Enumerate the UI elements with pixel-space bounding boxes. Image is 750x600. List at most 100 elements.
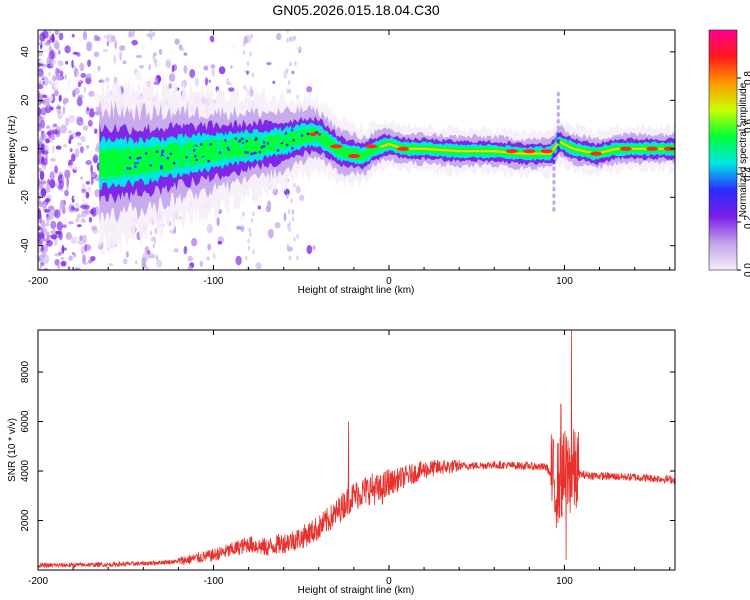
spectrogram-noise-blob	[225, 77, 230, 85]
spectrogram-noise-blob	[83, 86, 87, 93]
spectrogram-streak-blob	[246, 60, 250, 66]
spectrogram-noise-blob	[86, 41, 93, 52]
spectrogram-noise-blob	[40, 116, 45, 121]
spectrogram-speckle	[209, 142, 212, 146]
spectrogram-y-tick-label: -40	[20, 238, 31, 253]
spectrogram-noise-blob	[87, 119, 93, 127]
spectrogram-noise-blob	[76, 135, 81, 139]
spectrogram-noise-blob	[44, 198, 51, 202]
spectrogram-noise-blob	[92, 154, 99, 164]
spectrogram-hotspot	[523, 149, 536, 154]
spectrogram-x-label: Height of straight line (km)	[298, 285, 415, 296]
spectrogram-speckle	[244, 150, 247, 154]
spectrogram-speckle	[238, 139, 241, 143]
spectrogram-speckle	[228, 143, 232, 146]
spectrogram-noise-blob	[38, 254, 44, 263]
spectrogram-speckle	[180, 148, 183, 152]
spectrogram-noise-blob	[58, 94, 62, 102]
spectrogram-noise-blob	[168, 73, 176, 82]
spectrogram-noise-blob	[68, 138, 72, 145]
spectrogram-vertical-feature	[552, 173, 556, 178]
spectrogram-noise-blob	[53, 40, 60, 49]
spectrogram-noise-blob	[189, 68, 196, 79]
spectrogram-streak-blob	[243, 84, 246, 90]
spectrogram-noise-blob	[75, 69, 80, 79]
spectrogram-streak-blob	[286, 37, 289, 43]
spectrogram-speckle	[254, 151, 257, 155]
spectrogram-noise-blob	[56, 104, 62, 115]
spectrogram-noise-blob	[51, 124, 56, 128]
spectrogram-noise-blob	[249, 88, 254, 97]
spectrogram-vertical-feature	[556, 105, 560, 110]
spectrogram-hotspot	[505, 149, 518, 154]
spectrogram-band	[99, 127, 675, 181]
spectrogram-streak-blob	[286, 88, 290, 94]
spectrogram-speckle	[262, 144, 266, 148]
spectrogram-noise-blob	[94, 189, 100, 198]
spectrogram-noise-blob	[231, 44, 237, 49]
spectrogram-noise-blob	[212, 252, 216, 260]
spectrogram-noise-blob	[58, 251, 62, 256]
spectrogram-noise-blob	[173, 248, 179, 253]
spectrogram-speckle	[284, 135, 288, 138]
spectrogram-streak-blob	[293, 236, 296, 242]
spectrogram-noise-blob	[45, 125, 51, 130]
spectrogram-noise-blob	[45, 183, 51, 194]
spectrogram-noise-blob	[38, 84, 44, 90]
spectrogram-noise-blob	[174, 38, 180, 45]
spectrogram-noise-blob	[68, 114, 75, 124]
spectrogram-noise-blob	[206, 223, 213, 234]
snr-y-tick-label: 8000	[20, 361, 31, 384]
spectrogram-noise-blob	[40, 190, 47, 195]
spectrogram-streak-blob	[288, 255, 292, 261]
spectrogram-noise-blob	[94, 93, 101, 101]
colorbar-tick-label: 0.6	[743, 119, 750, 133]
spectrogram-noise-blob	[87, 59, 92, 68]
spectrogram-hotspot	[590, 151, 603, 156]
spectrogram-noise-blob	[53, 80, 60, 90]
colorbar-tick-label: 0.8	[743, 71, 750, 85]
spectrogram-noise-blob	[203, 65, 209, 71]
spectrogram-y-label: Frequency (Hz)	[7, 116, 18, 185]
spectrogram-speckle	[292, 138, 295, 142]
spectrogram-noise-blob	[306, 244, 313, 255]
spectrogram-noise-blob	[183, 65, 188, 74]
spectrogram-noise-blob	[240, 225, 245, 232]
snr-x-tick-label: -200	[28, 576, 48, 587]
spectrogram-noise-blob	[50, 220, 57, 230]
spectrogram-vertical-feature	[556, 125, 560, 131]
spectrogram-noise-blob	[82, 234, 87, 244]
spectrogram-noise-blob	[85, 191, 90, 199]
spectrogram-noise-blob	[43, 41, 51, 46]
spectrogram-noise-blob	[68, 204, 75, 213]
spectrogram-speckle	[219, 142, 223, 146]
spectrogram-speckle	[300, 143, 304, 146]
spectrogram-vertical-feature	[556, 111, 560, 117]
spectrogram-speckle	[135, 160, 138, 163]
spectrogram-noise-blob	[85, 73, 92, 79]
spectrogram-vertical-feature	[556, 132, 560, 138]
spectrogram-streak-blob	[250, 33, 254, 39]
spectrogram-vertical-feature	[552, 193, 556, 199]
spectrogram-noise-blob	[38, 267, 42, 270]
spectrogram-speckle	[136, 157, 140, 160]
spectrogram-streak-blob	[292, 36, 295, 42]
spectrogram-speckle	[291, 146, 294, 150]
spectrogram-noise-blob	[299, 194, 305, 202]
spectrogram-noise-blob	[41, 245, 44, 251]
spectrogram-speckle	[128, 156, 132, 159]
spectrogram-speckle	[221, 149, 225, 152]
spectrogram-speckle	[201, 156, 205, 160]
spectrogram-noise-blob	[218, 66, 226, 75]
spectrogram-noise-blob	[59, 180, 65, 189]
spectrogram-noise-blob	[131, 39, 138, 46]
spectrogram-streak-blob	[293, 35, 297, 41]
spectrogram-noise-blob	[65, 60, 69, 65]
spectrogram-noise-blob	[80, 218, 87, 224]
spectrogram-noise-blob	[74, 148, 80, 158]
spectrogram-noise-blob	[102, 48, 108, 53]
spectrogram-noise-blob	[169, 229, 176, 234]
spectrogram-noise-blob	[122, 258, 128, 265]
spectrogram-noise-blob	[167, 249, 174, 254]
spectrogram-noise-blob	[207, 243, 212, 251]
